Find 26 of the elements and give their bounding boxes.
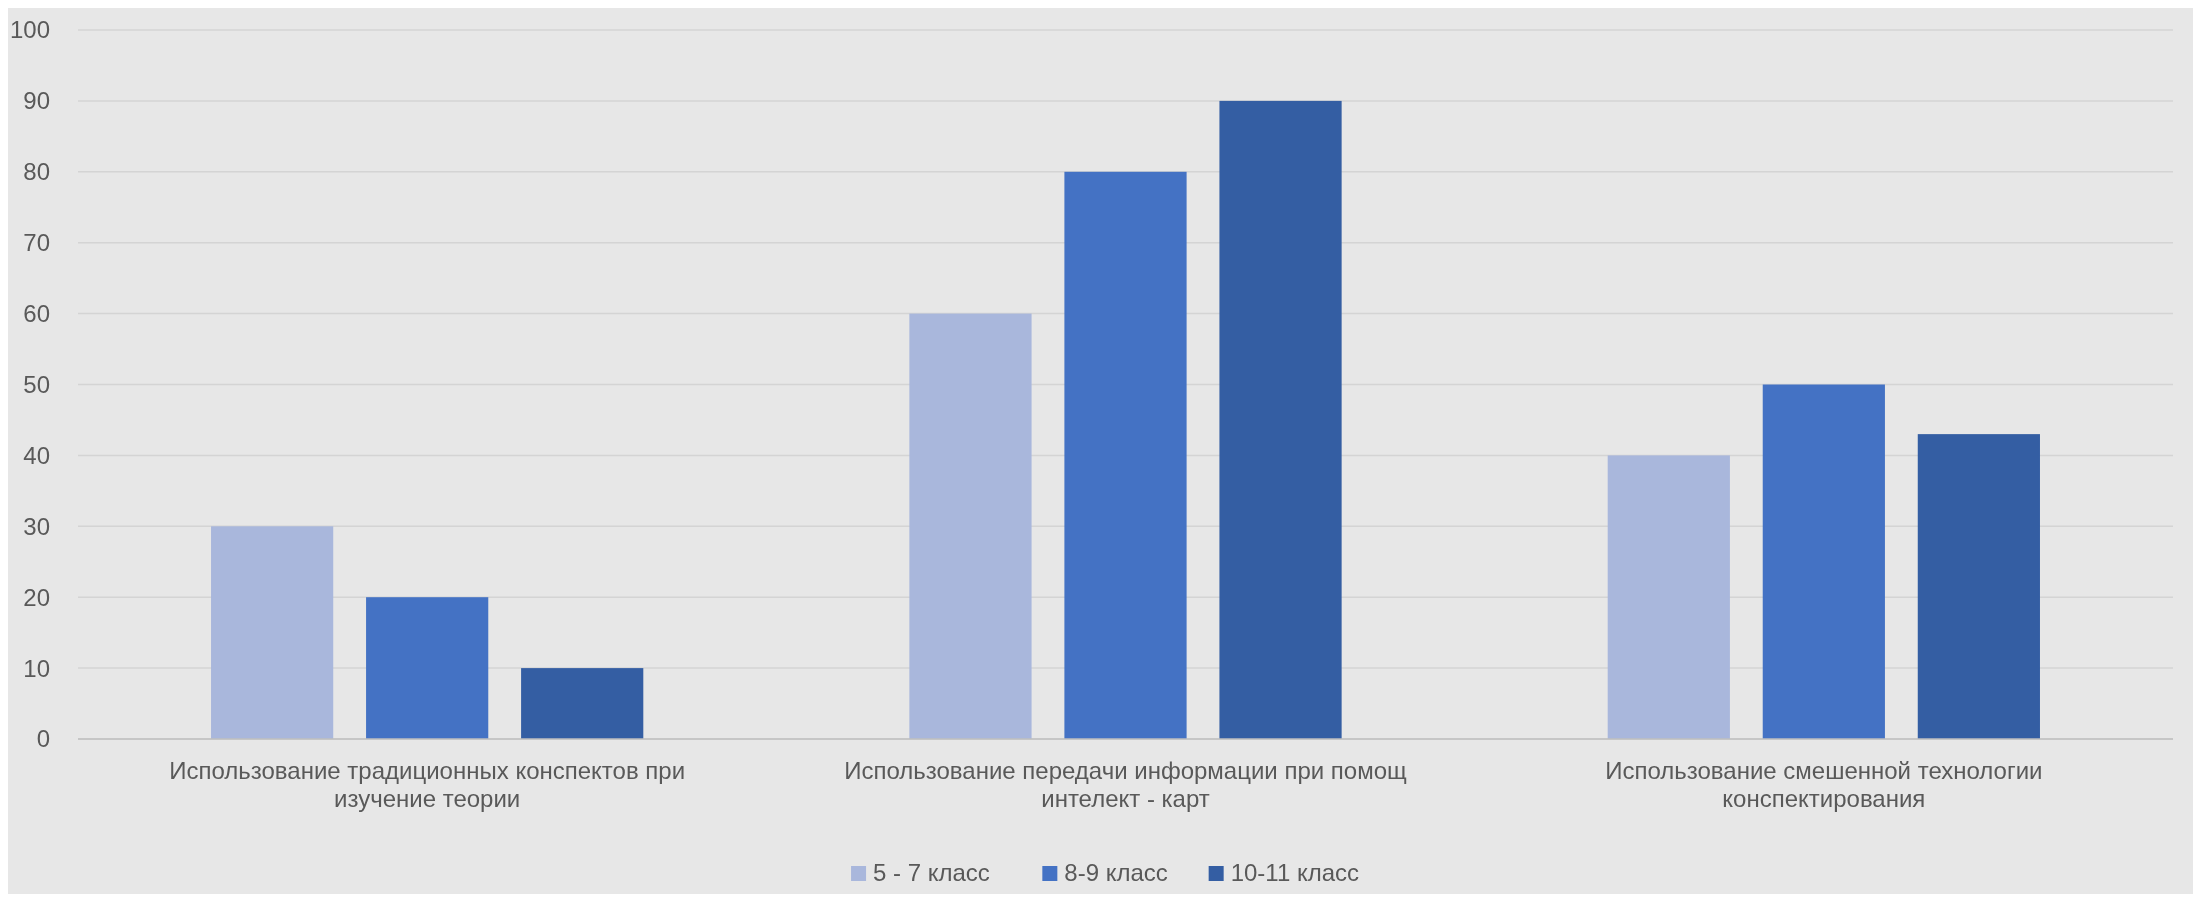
bar	[366, 597, 489, 739]
x-tick-label: Использование традиционных конспектов при изучение теории	[169, 757, 686, 812]
x-tick-label: Использование передачи информации при помощ интелект - карт	[844, 757, 1408, 812]
y-tick-label: 90	[23, 87, 50, 115]
bar	[1219, 100, 1342, 739]
y-tick-label: 100	[9, 16, 50, 44]
bar	[1607, 455, 1730, 739]
y-tick-label: 80	[23, 158, 50, 186]
y-tick-label: 40	[23, 441, 50, 469]
x-tick-label: Использование смешенной технологии конспектирования	[1605, 757, 2043, 812]
y-tick-label: 70	[23, 229, 50, 257]
bar	[1064, 171, 1187, 739]
bar	[521, 668, 644, 739]
legend-label: 10-11 класс	[1230, 859, 1360, 886]
y-tick-label: 60	[23, 300, 50, 327]
bar	[909, 313, 1032, 739]
y-tick-label: 50	[23, 370, 50, 398]
y-tick-label: 10	[23, 654, 50, 682]
y-tick-label: 30	[23, 512, 50, 540]
y-tick-label: 0	[36, 725, 50, 753]
legend-label: 5 - 7 класс	[873, 859, 990, 886]
bar	[1762, 384, 1885, 739]
bar	[1917, 434, 2040, 739]
legend-label: 8-9 класс	[1064, 859, 1168, 886]
y-tick-label: 20	[23, 583, 50, 611]
bar	[211, 526, 334, 739]
